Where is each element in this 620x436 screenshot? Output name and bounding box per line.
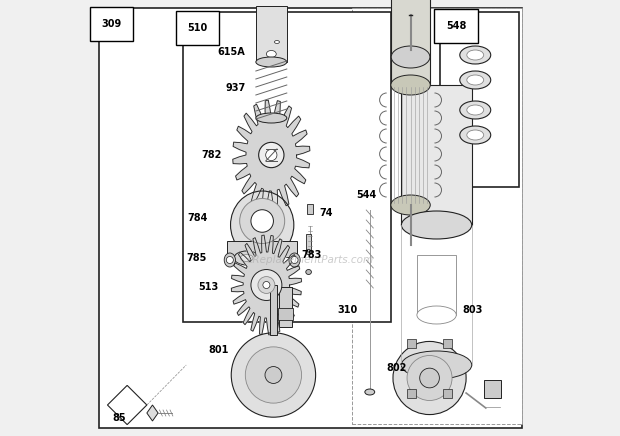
Circle shape	[251, 210, 273, 232]
Text: 783: 783	[301, 250, 322, 260]
Text: 801: 801	[209, 345, 229, 355]
Circle shape	[226, 256, 233, 263]
Text: 310: 310	[337, 305, 358, 315]
Ellipse shape	[467, 75, 484, 85]
Ellipse shape	[306, 249, 311, 255]
Text: 544: 544	[356, 190, 377, 200]
Ellipse shape	[391, 46, 430, 68]
Bar	[443, 389, 451, 399]
Circle shape	[258, 276, 275, 293]
Text: 548: 548	[446, 21, 466, 31]
Ellipse shape	[365, 389, 374, 395]
Ellipse shape	[272, 38, 282, 45]
Text: 785: 785	[186, 253, 206, 263]
Bar	[307, 204, 313, 214]
Text: 74: 74	[320, 208, 334, 218]
Ellipse shape	[460, 71, 490, 89]
Text: 937: 937	[225, 83, 246, 93]
Bar	[440, 12, 519, 187]
Ellipse shape	[467, 50, 484, 60]
Ellipse shape	[401, 351, 472, 379]
Text: 85: 85	[113, 413, 126, 423]
Circle shape	[251, 269, 282, 300]
Circle shape	[407, 355, 452, 401]
Circle shape	[259, 142, 284, 168]
Bar	[279, 287, 292, 327]
Ellipse shape	[256, 113, 287, 123]
Ellipse shape	[467, 130, 484, 140]
Circle shape	[231, 333, 316, 417]
Ellipse shape	[467, 105, 484, 115]
Ellipse shape	[460, 126, 490, 144]
Ellipse shape	[460, 46, 490, 64]
Circle shape	[240, 198, 285, 243]
Bar	[184, 12, 391, 322]
Circle shape	[265, 367, 282, 383]
Bar	[278, 308, 293, 320]
Ellipse shape	[275, 41, 280, 44]
Polygon shape	[232, 100, 310, 210]
Circle shape	[246, 347, 301, 403]
Ellipse shape	[391, 75, 430, 95]
Ellipse shape	[460, 101, 490, 119]
Polygon shape	[231, 235, 301, 335]
Text: 309: 309	[102, 19, 122, 29]
Bar	[417, 255, 456, 315]
Bar	[391, 0, 430, 85]
Circle shape	[420, 368, 440, 388]
Text: 784: 784	[188, 213, 208, 223]
Bar	[443, 338, 451, 347]
Ellipse shape	[289, 253, 300, 267]
Ellipse shape	[267, 51, 277, 58]
Bar	[256, 6, 287, 62]
Bar	[407, 389, 416, 399]
Bar	[306, 234, 311, 252]
Ellipse shape	[391, 195, 430, 215]
Text: 782: 782	[202, 150, 222, 160]
Polygon shape	[147, 405, 158, 421]
Bar	[352, 8, 523, 424]
Bar	[227, 241, 298, 257]
Text: 803: 803	[462, 305, 482, 315]
Ellipse shape	[260, 46, 283, 62]
Text: 510: 510	[187, 23, 208, 33]
Text: 513: 513	[198, 282, 219, 292]
Ellipse shape	[224, 253, 236, 267]
Circle shape	[266, 150, 277, 160]
Circle shape	[291, 256, 298, 263]
Ellipse shape	[256, 57, 287, 67]
Bar	[270, 285, 277, 335]
Bar	[484, 380, 502, 398]
Ellipse shape	[241, 255, 253, 262]
Bar	[401, 85, 472, 225]
Polygon shape	[107, 385, 147, 425]
Text: 802: 802	[386, 363, 406, 373]
Ellipse shape	[306, 269, 311, 275]
Ellipse shape	[234, 251, 259, 265]
Text: eReplacementParts.com: eReplacementParts.com	[246, 255, 374, 265]
Bar	[407, 338, 416, 347]
Circle shape	[393, 341, 466, 415]
Circle shape	[263, 282, 270, 289]
Ellipse shape	[401, 211, 472, 239]
Ellipse shape	[417, 306, 456, 324]
Text: 615A: 615A	[218, 47, 246, 57]
Ellipse shape	[231, 191, 294, 259]
